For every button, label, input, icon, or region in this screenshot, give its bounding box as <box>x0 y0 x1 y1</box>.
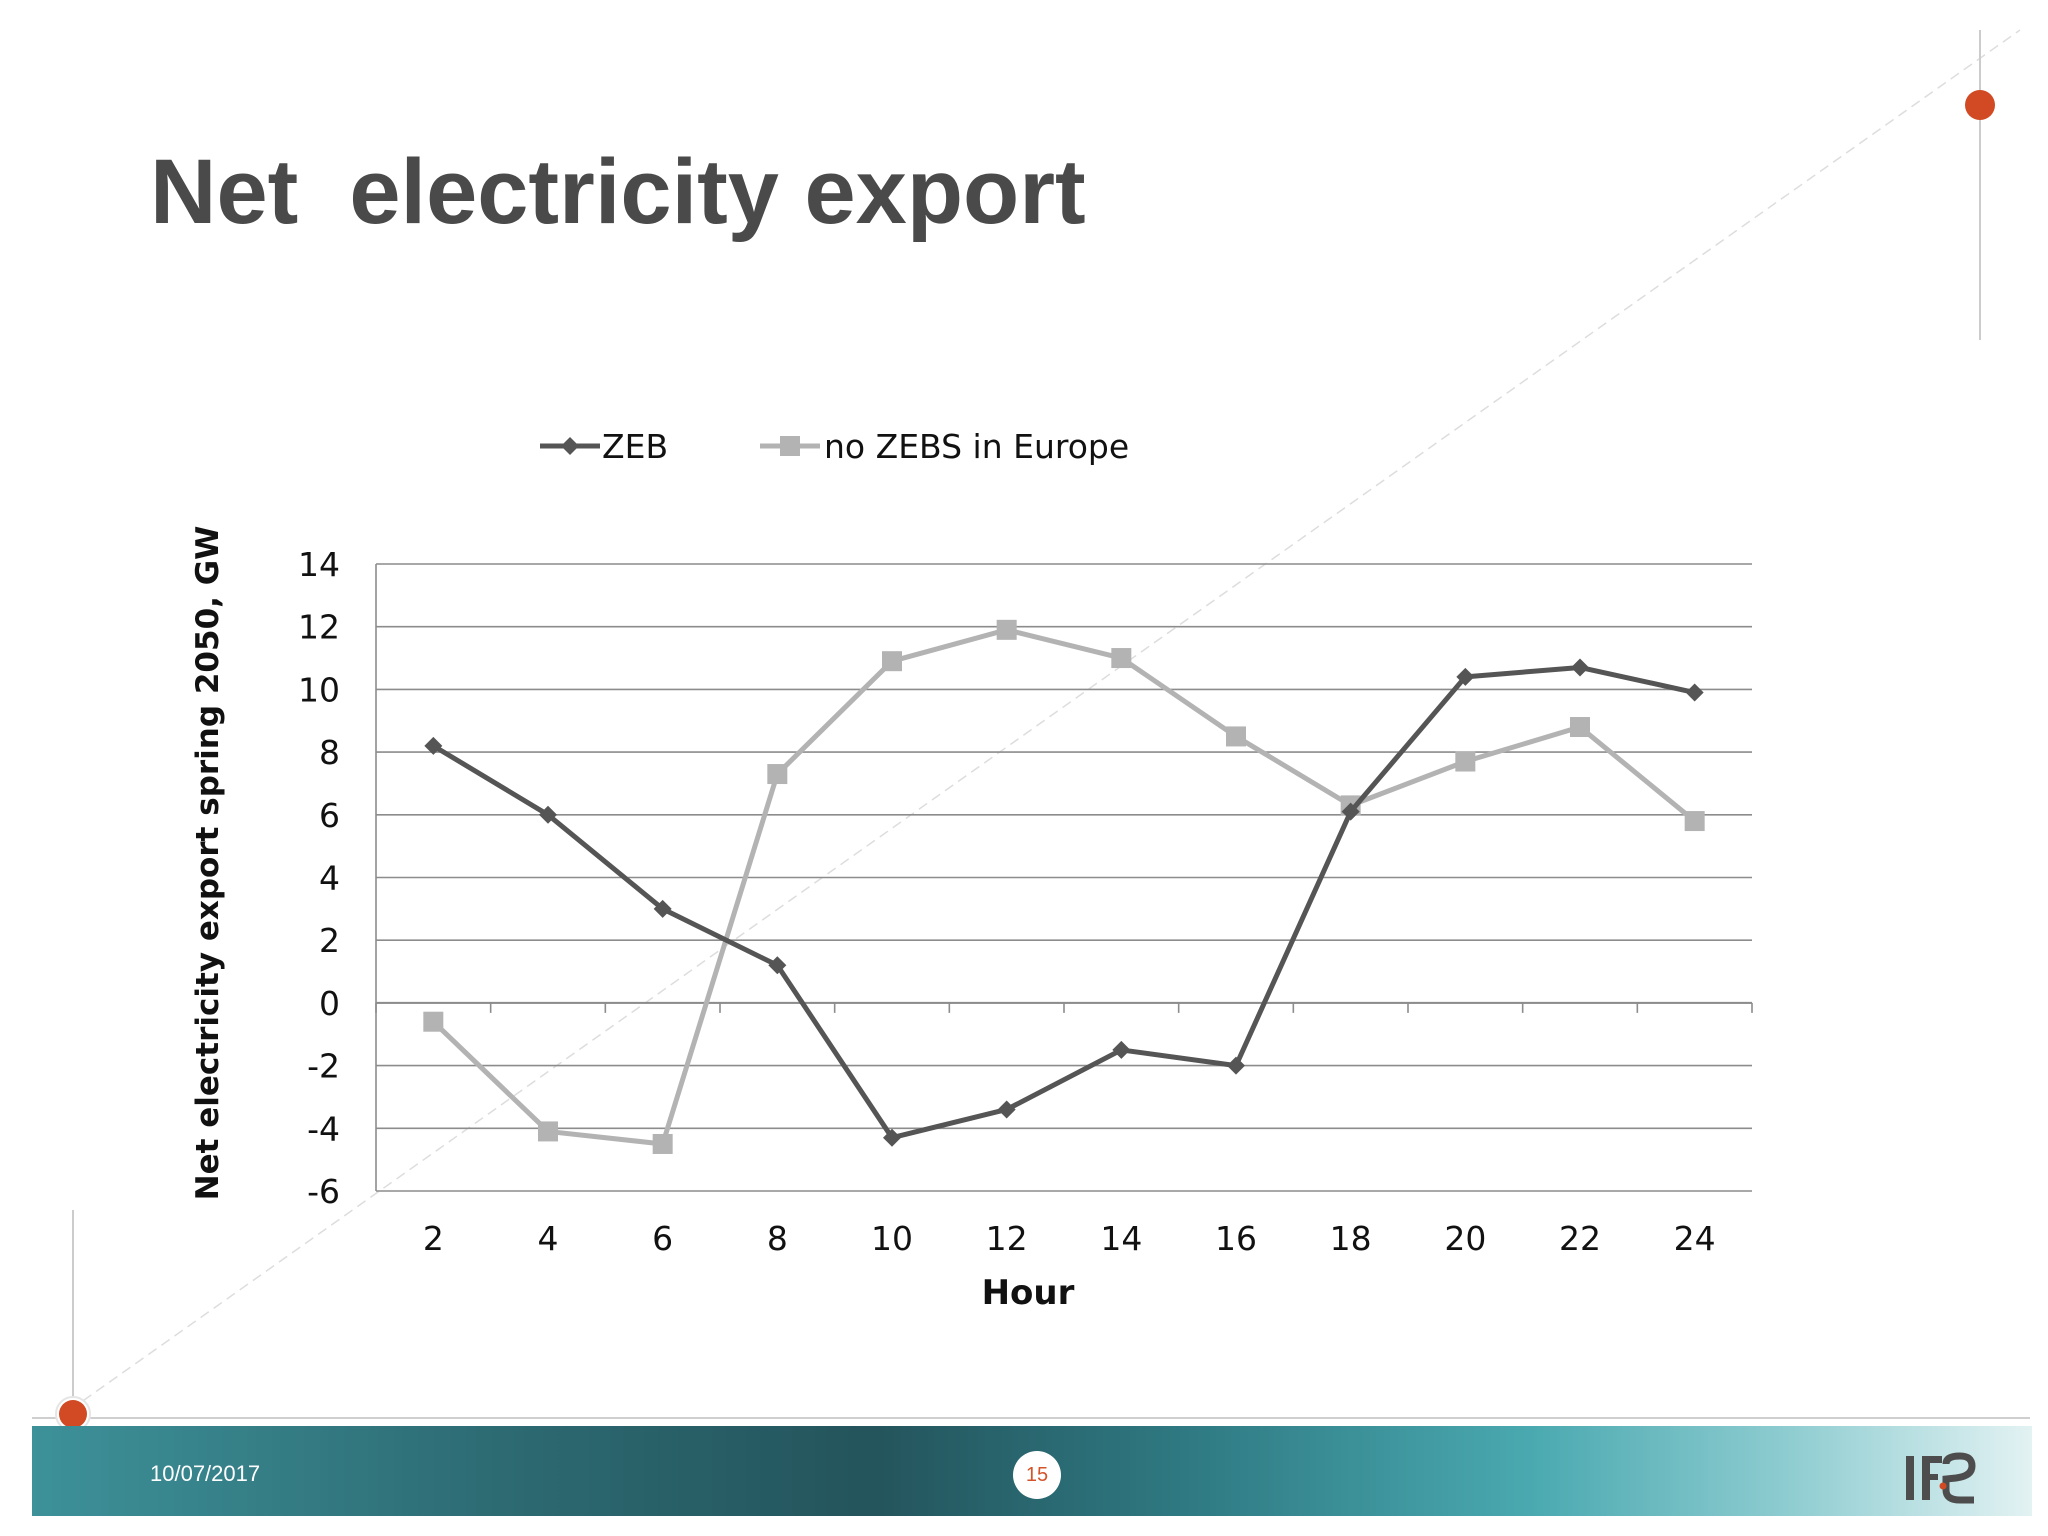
series-line-no-zebs <box>431 627 1697 1147</box>
data-point-no-zebs <box>538 1121 558 1142</box>
data-point-zeb <box>883 1128 901 1147</box>
data-point-zeb <box>997 1100 1016 1119</box>
data-point-no-zebs <box>1226 726 1246 747</box>
y-tick-label: -4 <box>307 1109 340 1148</box>
legend: ZEB no ZEBS in Europe <box>540 427 1129 466</box>
data-point-no-zebs <box>423 1011 444 1032</box>
data-point-zeb <box>1571 658 1589 677</box>
logo-bar-i <box>1906 1456 1914 1500</box>
data-point-no-zebs <box>1455 751 1476 772</box>
grid-lines <box>376 563 1752 1192</box>
diagonal-dashed-line <box>69 29 2021 1411</box>
accent-dot-bottom-left <box>59 1400 87 1428</box>
y-tick-label: 4 <box>319 859 340 898</box>
data-point-zeb <box>1685 683 1704 702</box>
legend-label: ZEB <box>602 427 668 466</box>
y-axis-title: Net electricity export spring 2050, GW <box>190 526 226 1201</box>
x-axis-title: Hour <box>982 1273 1075 1313</box>
series <box>423 619 1705 1154</box>
data-point-no-zebs <box>882 651 902 672</box>
x-tick-label: 22 <box>1559 1219 1601 1258</box>
x-tick-label: 6 <box>652 1219 673 1258</box>
y-tick-label: 14 <box>298 545 340 584</box>
data-point-no-zebs <box>1684 811 1705 832</box>
data-point-zeb <box>424 736 443 755</box>
x-tick-label: 20 <box>1444 1219 1486 1258</box>
logo-f-top <box>1922 1456 1942 1463</box>
y-tick-label: 2 <box>319 921 340 960</box>
data-point-no-zebs <box>652 1133 673 1154</box>
data-point-no-zebs <box>767 764 788 785</box>
x-tick-label: 12 <box>986 1219 1028 1258</box>
data-point-zeb <box>1341 802 1360 821</box>
data-point-no-zebs <box>1111 648 1132 669</box>
data-point-zeb <box>1112 1040 1131 1059</box>
legend-label: no ZEBS in Europe <box>824 427 1129 466</box>
accent-dot-top-right <box>1965 90 1995 120</box>
y-tick-label: -6 <box>307 1172 340 1211</box>
x-tick-label: 24 <box>1674 1219 1716 1258</box>
series-line-zeb <box>432 664 1696 1141</box>
y-tick-label: 0 <box>319 984 340 1023</box>
x-tick-label: 4 <box>538 1219 559 1258</box>
slide-title: Net electricity export <box>150 141 1086 243</box>
x-tick-label: 16 <box>1215 1219 1257 1258</box>
y-tick-label: -2 <box>307 1047 340 1086</box>
ife-logo <box>1906 1452 1976 1504</box>
data-point-zeb <box>1227 1056 1245 1075</box>
x-tick-label: 14 <box>1100 1219 1142 1258</box>
y-tick-label: 12 <box>298 608 340 647</box>
logo-e-shape <box>1942 1452 1976 1504</box>
legend-marker-square <box>780 436 800 456</box>
legend-marker-diamond <box>561 437 579 455</box>
data-point-no-zebs <box>996 619 1017 640</box>
data-point-zeb <box>539 805 557 824</box>
page-number-badge: 15 <box>1013 1451 1061 1499</box>
y-tick-label: 6 <box>319 796 340 835</box>
data-point-zeb <box>1456 667 1475 686</box>
x-tick-label: 18 <box>1330 1219 1372 1258</box>
x-tick-label: 10 <box>871 1219 913 1258</box>
logo-f-mid <box>1922 1474 1938 1480</box>
data-point-no-zebs <box>1570 717 1590 738</box>
x-tick-label: 2 <box>423 1219 444 1258</box>
data-point-zeb <box>653 899 672 918</box>
x-tick-label: 8 <box>767 1219 788 1258</box>
data-point-zeb <box>768 956 787 975</box>
y-tick-label: 8 <box>319 733 340 772</box>
footer-date: 10/07/2017 <box>150 1461 261 1486</box>
logo-dot <box>1939 1482 1947 1490</box>
y-tick-label: 10 <box>298 670 340 709</box>
